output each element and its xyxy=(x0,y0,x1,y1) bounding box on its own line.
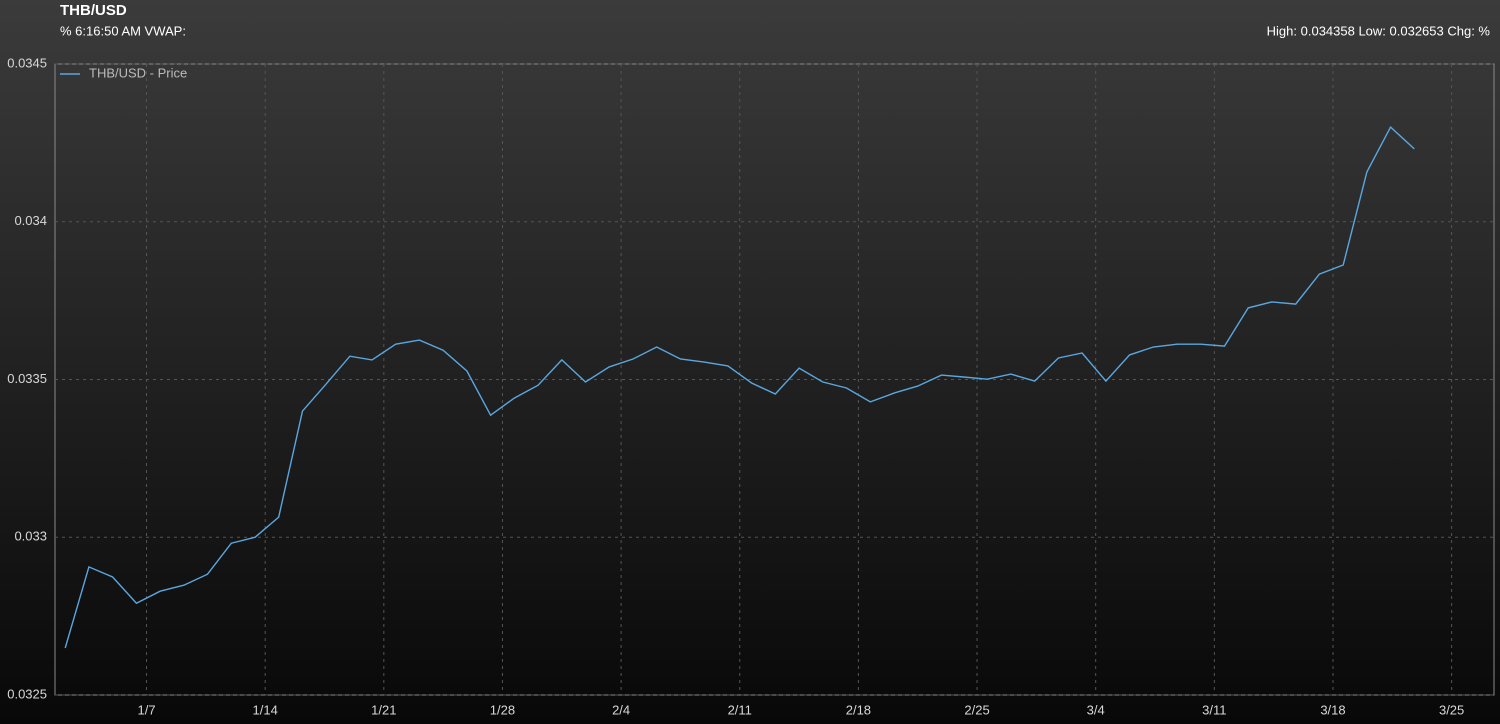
x-tick-label: 2/11 xyxy=(728,702,752,717)
subtitle: % 6:16:50 AM VWAP: xyxy=(60,23,186,38)
chart-title: THB/USD xyxy=(60,2,127,19)
x-tick-label: 3/4 xyxy=(1087,702,1105,717)
x-tick-label: 1/7 xyxy=(137,702,155,717)
price-line xyxy=(64,125,1415,649)
y-tick-label: 0.0335 xyxy=(7,371,47,386)
x-tick-label: 3/11 xyxy=(1202,702,1226,717)
x-tick-label: 2/4 xyxy=(612,702,630,717)
y-tick-label: 0.0325 xyxy=(7,686,47,701)
annotation: High: 0.034358 Low: 0.032653 Chg: % xyxy=(1267,23,1491,38)
y-tick-label: 0.0345 xyxy=(7,55,47,70)
x-tick-label: 1/14 xyxy=(253,702,278,717)
x-tick-label: 3/25 xyxy=(1439,702,1464,717)
x-tick-label: 1/28 xyxy=(490,702,515,717)
x-tick-label: 3/18 xyxy=(1320,702,1345,717)
x-tick-label: 1/21 xyxy=(371,702,396,717)
x-tick-label: 2/18 xyxy=(846,702,871,717)
x-tick-label: 2/25 xyxy=(964,702,989,717)
y-tick-label: 0.034 xyxy=(14,213,47,228)
legend-label: THB/USD - Price xyxy=(89,65,187,80)
y-tick-label: 0.033 xyxy=(14,529,47,544)
